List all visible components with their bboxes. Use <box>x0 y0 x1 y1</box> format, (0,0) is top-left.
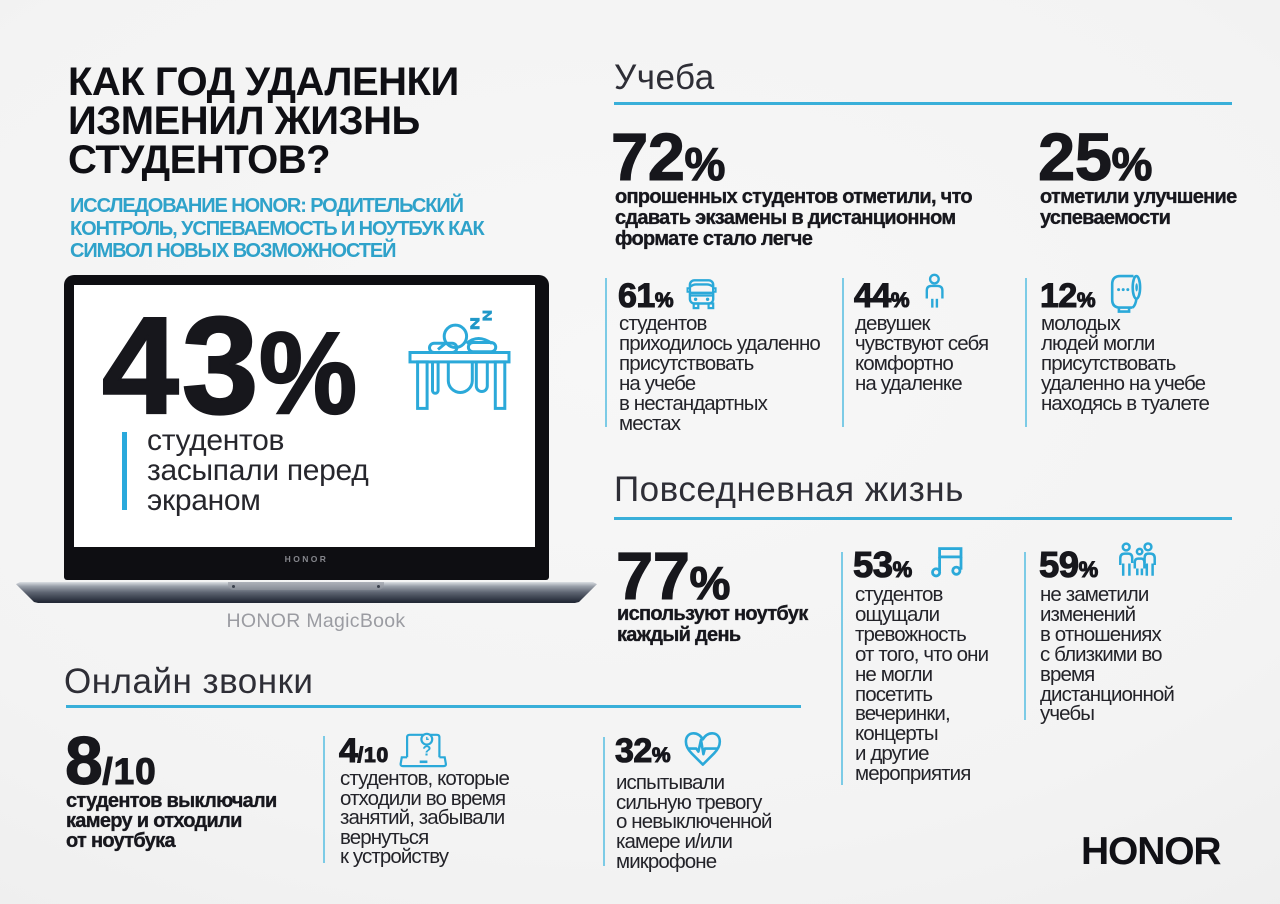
svg-text:?: ? <box>422 743 431 760</box>
